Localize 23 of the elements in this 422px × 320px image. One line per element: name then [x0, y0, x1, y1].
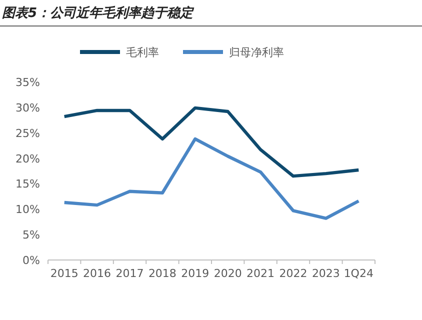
- x-tick-label: 2016: [83, 267, 112, 280]
- x-tick-label: 2022: [279, 267, 308, 280]
- y-tick-label: 20%: [16, 152, 40, 166]
- y-tick-label: 35%: [16, 76, 40, 89]
- x-tick-label: 2017: [116, 267, 144, 280]
- y-tick-label: 15%: [16, 178, 40, 191]
- legend-label: 毛利率: [126, 46, 159, 59]
- x-tick-label: 2019: [181, 267, 210, 280]
- y-tick-label: 10%: [16, 203, 40, 216]
- y-tick-label: 5%: [22, 228, 40, 242]
- x-tick-label: 2015: [50, 267, 78, 280]
- x-tick-label: 2020: [214, 267, 242, 280]
- y-tick-label: 0%: [22, 254, 40, 267]
- y-tick-label: 25%: [16, 126, 40, 140]
- x-tick-label: 1Q24: [344, 267, 374, 280]
- legend-label: 归母净利率: [229, 46, 284, 59]
- line-series: [62, 137, 360, 220]
- y-tick-label: 30%: [16, 101, 40, 114]
- x-tick-label: 2021: [246, 267, 275, 280]
- line-series: [62, 106, 360, 178]
- chart-title: 图表5：公司近年毛利率趋于稳定: [2, 5, 196, 21]
- x-tick-label: 2018: [148, 267, 176, 280]
- x-tick-label: 2023: [312, 267, 340, 280]
